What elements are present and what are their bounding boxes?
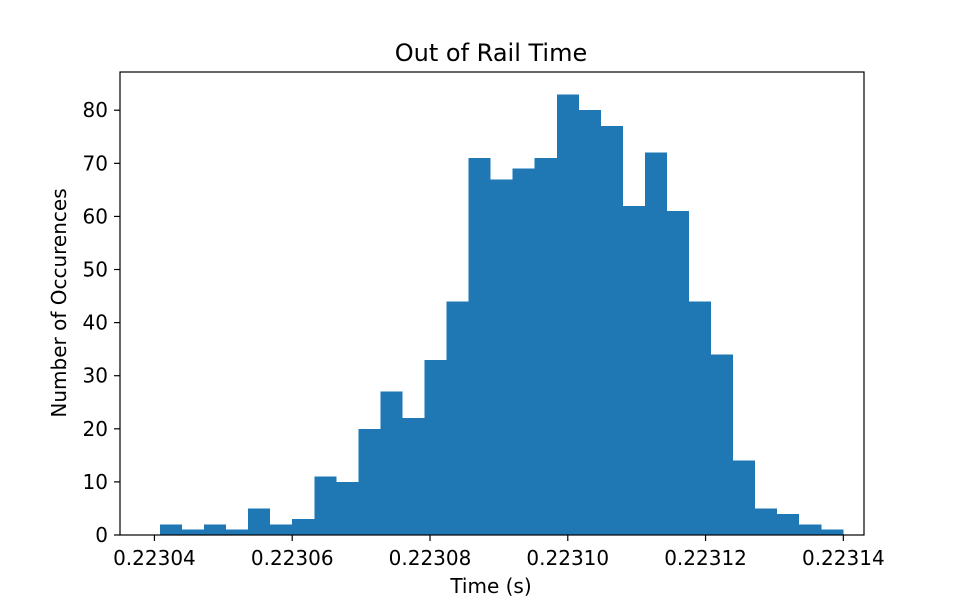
y-tick-label: 50 <box>83 258 108 282</box>
histogram-bar <box>468 158 491 535</box>
x-axis-label: Time (s) <box>449 574 531 598</box>
histogram-bar <box>270 524 293 535</box>
y-tick-label: 30 <box>83 364 108 388</box>
histogram-bar <box>622 205 645 536</box>
y-tick-label: 0 <box>95 523 108 547</box>
histogram-bar <box>226 529 249 535</box>
y-tick-label: 40 <box>83 311 108 335</box>
histogram-bar <box>314 476 337 535</box>
x-tick-label: 0.22312 <box>664 546 747 570</box>
histogram-bar <box>777 513 800 535</box>
plot-area-frame <box>119 71 865 536</box>
histogram-bar <box>799 524 822 535</box>
axis-ticks: 0.22304 0.22306 0.22308 0.22310 0.22312 0.223… <box>83 98 885 570</box>
histogram-bar <box>402 418 425 535</box>
histogram-bar <box>336 481 359 535</box>
histogram-bar <box>821 529 844 535</box>
histogram-bar <box>600 126 623 535</box>
histogram-bar <box>755 508 778 535</box>
histogram-bar <box>358 428 381 535</box>
histogram-bars <box>159 94 844 536</box>
histogram-bar <box>424 359 447 535</box>
histogram-bar <box>512 168 535 535</box>
y-tick-label: 60 <box>83 204 108 228</box>
x-tick-label: 0.22306 <box>251 546 334 570</box>
histogram-bar <box>490 179 513 536</box>
y-axis-label: Number of Occurences <box>47 188 71 417</box>
y-tick-label: 70 <box>83 151 108 175</box>
histogram-bar <box>248 508 271 535</box>
histogram-bar <box>666 211 690 536</box>
x-tick-label: 0.22314 <box>802 546 885 570</box>
y-tick-label: 80 <box>83 98 108 122</box>
histogram-bar <box>204 524 227 535</box>
histogram-bar <box>733 460 756 535</box>
x-tick-label: 0.22308 <box>389 546 472 570</box>
histogram-bar <box>556 94 579 535</box>
histogram-bar <box>380 391 403 535</box>
histogram-bar <box>578 110 601 535</box>
chart-title: Out of Rail Time <box>395 39 587 67</box>
histogram-bar <box>711 354 734 535</box>
x-tick-label: 0.22304 <box>113 546 196 570</box>
histogram-bar <box>182 529 205 535</box>
histogram-bar <box>446 301 469 535</box>
histogram-bar <box>292 519 315 535</box>
histogram-bar <box>644 152 667 535</box>
x-tick-label: 0.22310 <box>526 546 609 570</box>
histogram-bar <box>689 301 712 535</box>
histogram-bar <box>159 524 182 535</box>
y-tick-label: 20 <box>83 417 108 441</box>
histogram-bar <box>534 158 557 535</box>
y-tick-label: 10 <box>83 470 108 494</box>
